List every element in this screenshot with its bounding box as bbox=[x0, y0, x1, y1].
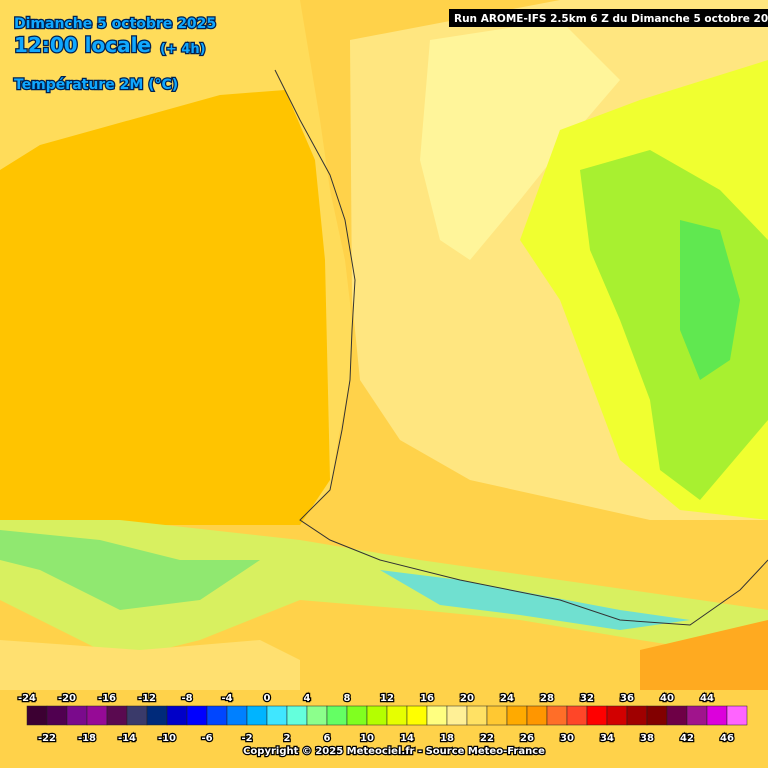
legend-swatch bbox=[26, 705, 48, 726]
run-info-box bbox=[449, 9, 768, 27]
legend-swatch bbox=[566, 705, 588, 726]
legend-swatch bbox=[646, 705, 668, 726]
legend-swatch bbox=[606, 705, 628, 726]
legend-swatch bbox=[426, 705, 448, 726]
sea-warm bbox=[0, 90, 330, 525]
legend-label: -12 bbox=[138, 693, 156, 704]
legend-swatch bbox=[486, 705, 508, 726]
coastline bbox=[274, 69, 768, 626]
legend-label: -22 bbox=[38, 733, 56, 744]
mountain-cold bbox=[380, 570, 690, 630]
land-green-hills bbox=[680, 220, 740, 380]
legend-label: 16 bbox=[420, 693, 434, 704]
legend-label: 32 bbox=[580, 693, 594, 704]
legend-label: -18 bbox=[78, 733, 96, 744]
legend-swatch bbox=[46, 705, 68, 726]
legend-swatch bbox=[666, 705, 688, 726]
legend-label: 8 bbox=[344, 693, 351, 704]
legend-label: 0 bbox=[264, 693, 271, 704]
legend-label: 18 bbox=[440, 733, 454, 744]
legend-swatch bbox=[346, 705, 368, 726]
legend-swatch bbox=[526, 705, 548, 726]
legend-label: 42 bbox=[680, 733, 694, 744]
legend-label: -8 bbox=[181, 693, 192, 704]
legend-swatch bbox=[366, 705, 388, 726]
legend-swatch bbox=[406, 705, 428, 726]
legend-swatch bbox=[546, 705, 568, 726]
legend-label: 2 bbox=[284, 733, 291, 744]
legend-label: 40 bbox=[660, 693, 674, 704]
legend-label: -14 bbox=[118, 733, 136, 744]
copyright: Copyright © 2025 Meteociel.fr - Source M… bbox=[243, 746, 545, 757]
east-warm bbox=[640, 620, 768, 690]
legend-label: 6 bbox=[324, 733, 331, 744]
parameter: Température 2M (°C) bbox=[14, 77, 178, 93]
legend-swatch bbox=[126, 705, 148, 726]
legend-swatch bbox=[266, 705, 288, 726]
legend-label: 38 bbox=[640, 733, 654, 744]
legend-label: 12 bbox=[380, 693, 394, 704]
legend-swatch bbox=[686, 705, 708, 726]
legend-label: 22 bbox=[480, 733, 494, 744]
legend-label: -2 bbox=[241, 733, 252, 744]
legend-swatch bbox=[186, 705, 208, 726]
legend-swatch bbox=[466, 705, 488, 726]
legend-label: 44 bbox=[700, 693, 714, 704]
legend-label: 30 bbox=[560, 733, 574, 744]
legend-swatch bbox=[226, 705, 248, 726]
legend-swatch bbox=[286, 705, 308, 726]
legend-label: 10 bbox=[360, 733, 374, 744]
date: Dimanche 5 octobre 2025 bbox=[14, 16, 216, 32]
legend-label: -24 bbox=[18, 693, 36, 704]
color-legend: -24-22-20-18-16-14-12-10-8-6-4-202468101… bbox=[17, 692, 748, 745]
legend-label: -10 bbox=[158, 733, 176, 744]
legend-swatch bbox=[386, 705, 408, 726]
run-info: Run AROME-IFS 2.5km 6 Z du Dimanche 5 oc… bbox=[454, 13, 768, 25]
legend-swatch bbox=[146, 705, 168, 726]
legend-label: -6 bbox=[201, 733, 212, 744]
legend-label: -4 bbox=[221, 693, 232, 704]
legend-label: 4 bbox=[304, 693, 311, 704]
legend-swatch bbox=[106, 705, 128, 726]
legend-label: 26 bbox=[520, 733, 534, 744]
offset: (+ 4h) bbox=[160, 42, 206, 57]
legend-label: 46 bbox=[720, 733, 734, 744]
legend-label: -16 bbox=[98, 693, 116, 704]
legend-label: 20 bbox=[460, 693, 474, 704]
legend-swatch bbox=[166, 705, 188, 726]
legend-swatch bbox=[246, 705, 268, 726]
mountain-band bbox=[0, 520, 768, 660]
legend-swatch bbox=[206, 705, 228, 726]
legend-swatch bbox=[86, 705, 108, 726]
south-land bbox=[0, 640, 300, 690]
legend-label: 28 bbox=[540, 693, 554, 704]
legend-label: 34 bbox=[600, 733, 614, 744]
legend-swatch bbox=[726, 705, 748, 726]
legend-swatch bbox=[446, 705, 468, 726]
legend-swatch bbox=[706, 705, 728, 726]
legend-swatch bbox=[506, 705, 528, 726]
legend-label: 36 bbox=[620, 693, 634, 704]
legend-swatch bbox=[586, 705, 608, 726]
mountain-green bbox=[0, 530, 260, 610]
time: 12:00 locale bbox=[14, 33, 151, 57]
legend-swatch bbox=[326, 705, 348, 726]
legend-swatch bbox=[306, 705, 328, 726]
legend-label: 14 bbox=[400, 733, 414, 744]
legend-label: 24 bbox=[500, 693, 514, 704]
land-cool bbox=[420, 20, 620, 260]
legend-background bbox=[0, 690, 768, 768]
legend-swatch bbox=[626, 705, 648, 726]
legend-label: -20 bbox=[58, 693, 76, 704]
legend-swatch bbox=[66, 705, 88, 726]
